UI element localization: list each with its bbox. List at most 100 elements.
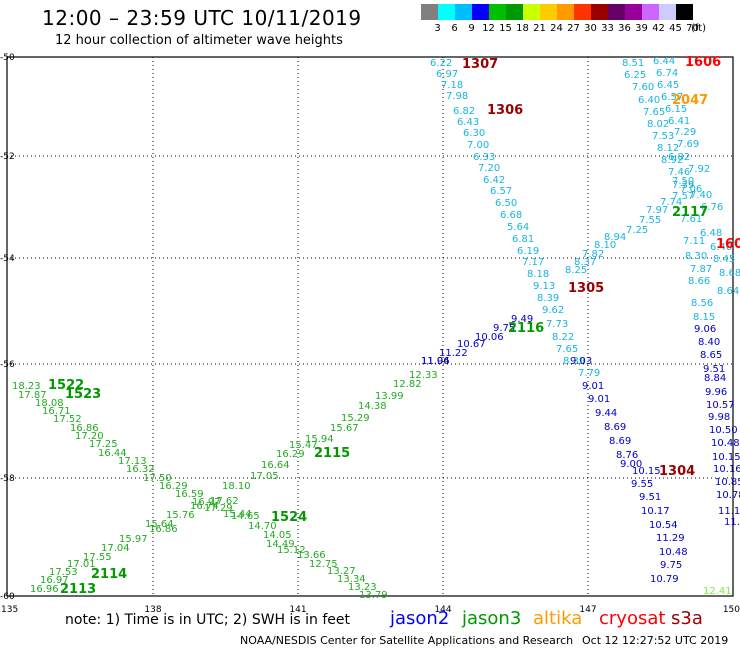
wave-height-value: 13.79 <box>359 590 388 601</box>
wave-height-value: 8.30 <box>685 251 707 262</box>
pass-label: 2047 <box>672 93 708 108</box>
wave-height-value: 8.94 <box>604 232 626 243</box>
wave-height-value: 7.87 <box>690 264 712 275</box>
wave-height-value: 11.29 <box>656 533 685 544</box>
wave-height-value: 6.19 <box>517 246 539 257</box>
wave-height-value: 8.68 <box>719 268 740 279</box>
latitude-label: -52 <box>0 152 15 162</box>
graticule <box>6 56 734 597</box>
wave-height-value: 9.51 <box>703 364 725 375</box>
wave-height-value: 9.75 <box>660 560 682 571</box>
wave-height-value: 12.41 <box>703 586 732 597</box>
wave-height-value: 16.96 <box>30 584 59 595</box>
pass-label: 1524 <box>271 510 307 525</box>
wave-height-value: 6.74 <box>656 68 678 79</box>
wave-height-value: 7.98 <box>446 91 468 102</box>
wave-height-value: 15.47 <box>289 440 318 451</box>
scale-swatch <box>574 4 591 20</box>
wave-height-value: 10.57 <box>706 400 735 411</box>
scale-swatch <box>659 4 676 20</box>
wave-height-value: 10.16 <box>713 464 740 475</box>
wave-height-value: 13.23 <box>348 582 377 593</box>
scale-swatch <box>506 4 523 20</box>
wave-height-value: 15.44 <box>223 509 252 520</box>
wave-height-value: 10.78 <box>716 490 740 501</box>
wave-height-value: 7.97 <box>646 205 668 216</box>
wave-height-value: 17.53 <box>49 567 78 578</box>
wave-height-value: 17.50 <box>143 473 172 484</box>
scale-label: 42 <box>652 23 665 34</box>
wave-height-value: 17.04 <box>101 543 130 554</box>
wave-height-value: 10.15 <box>712 452 740 463</box>
scale-label: 12 <box>482 23 495 34</box>
wave-height-value: 8.56 <box>691 298 713 309</box>
scale-swatch <box>608 4 625 20</box>
wave-height-value: 10.06 <box>475 332 504 343</box>
wave-height-value: 10.54 <box>649 520 678 531</box>
latitude-label: -58 <box>0 474 15 484</box>
wave-height-value: 16.59 <box>175 489 204 500</box>
wave-height-value: 6.41 <box>668 116 690 127</box>
scale-label: 36 <box>618 23 631 34</box>
wave-height-value: 16.44 <box>98 448 127 459</box>
pass-label: 160 <box>716 237 740 252</box>
wave-height-value: 9.06 <box>694 324 716 335</box>
wave-height-value: 14.49 <box>266 539 295 550</box>
wave-height-value: 7.06 <box>680 184 702 195</box>
scale-swatch <box>557 4 574 20</box>
wave-height-value: 8.25 <box>565 265 587 276</box>
wave-height-value: 8.37 <box>574 257 596 268</box>
scale-label: 21 <box>533 23 546 34</box>
wave-height-value: 9.75 <box>493 323 515 334</box>
wave-height-value: 12.33 <box>409 370 438 381</box>
wave-height-value: 6.97 <box>436 69 458 80</box>
scale-label: 24 <box>550 23 563 34</box>
scale-swatch <box>523 4 540 20</box>
wave-height-value: 9.01 <box>582 381 604 392</box>
wave-height-value: 9.55 <box>631 479 653 490</box>
wave-height-value: 7.40 <box>690 190 712 201</box>
wave-height-value: 15.12 <box>277 545 306 556</box>
wave-height-value: 17.20 <box>75 431 104 442</box>
wave-height-value: 6.57 <box>490 186 512 197</box>
wave-height-value: 8.76 <box>616 450 638 461</box>
wave-height-value: 17.05 <box>250 471 279 482</box>
wave-height-value: 7.18 <box>441 80 463 91</box>
wave-height-value: 15.94 <box>305 434 334 445</box>
legend-jason3: jason3 <box>462 608 522 629</box>
wave-height-value: 7.20 <box>478 163 500 174</box>
wave-height-value: 8.92 <box>661 155 683 166</box>
wave-height-value: 7.82 <box>582 249 604 260</box>
pass-label: 1606 <box>685 55 721 70</box>
wave-height-value: 15.67 <box>330 423 359 434</box>
altimeter-tracks: 6.226.977.187.986.826.436.307.006.337.20… <box>12 56 740 601</box>
legend-jason2: jason2 <box>390 608 450 629</box>
wave-height-value: 7.61 <box>680 214 702 225</box>
wave-height-value: 9.00 <box>620 459 642 470</box>
scale-label: 70 <box>686 23 699 34</box>
chart-subtitle: 12 hour collection of altimeter wave hei… <box>55 33 343 48</box>
scale-label: 33 <box>601 23 614 34</box>
wave-height-value: 6.43 <box>457 117 479 128</box>
scale-label: 30 <box>584 23 597 34</box>
wave-height-value: 7.65 <box>643 107 665 118</box>
wave-height-value: 6.81 <box>512 234 534 245</box>
wave-height-value: 13.66 <box>297 550 326 561</box>
scale-swatch <box>438 4 455 20</box>
wave-height-value: 10.48 <box>659 547 688 558</box>
wave-height-value: 8.02 <box>647 119 669 130</box>
wave-height-value: 5.64 <box>507 222 529 233</box>
footer-credit: NOAA/NESDIS Center for Satellite Applica… <box>240 634 574 647</box>
pass-label: 1523 <box>65 387 101 402</box>
pass-label: 1306 <box>487 103 523 118</box>
wave-height-value: 18.08 <box>35 398 64 409</box>
wave-height-value: 14.65 <box>231 511 260 522</box>
footer-timestamp: Oct 12 12:27:52 UTC 2019 <box>582 634 729 647</box>
wave-height-value: 16.32 <box>126 464 155 475</box>
wave-height-value: 11.04 <box>421 356 450 367</box>
latitude-label: -60 <box>0 592 15 602</box>
legend-altika: altika <box>533 608 583 629</box>
wave-height-value: 14.70 <box>248 521 277 532</box>
wave-height-value: 8.84 <box>704 373 726 384</box>
